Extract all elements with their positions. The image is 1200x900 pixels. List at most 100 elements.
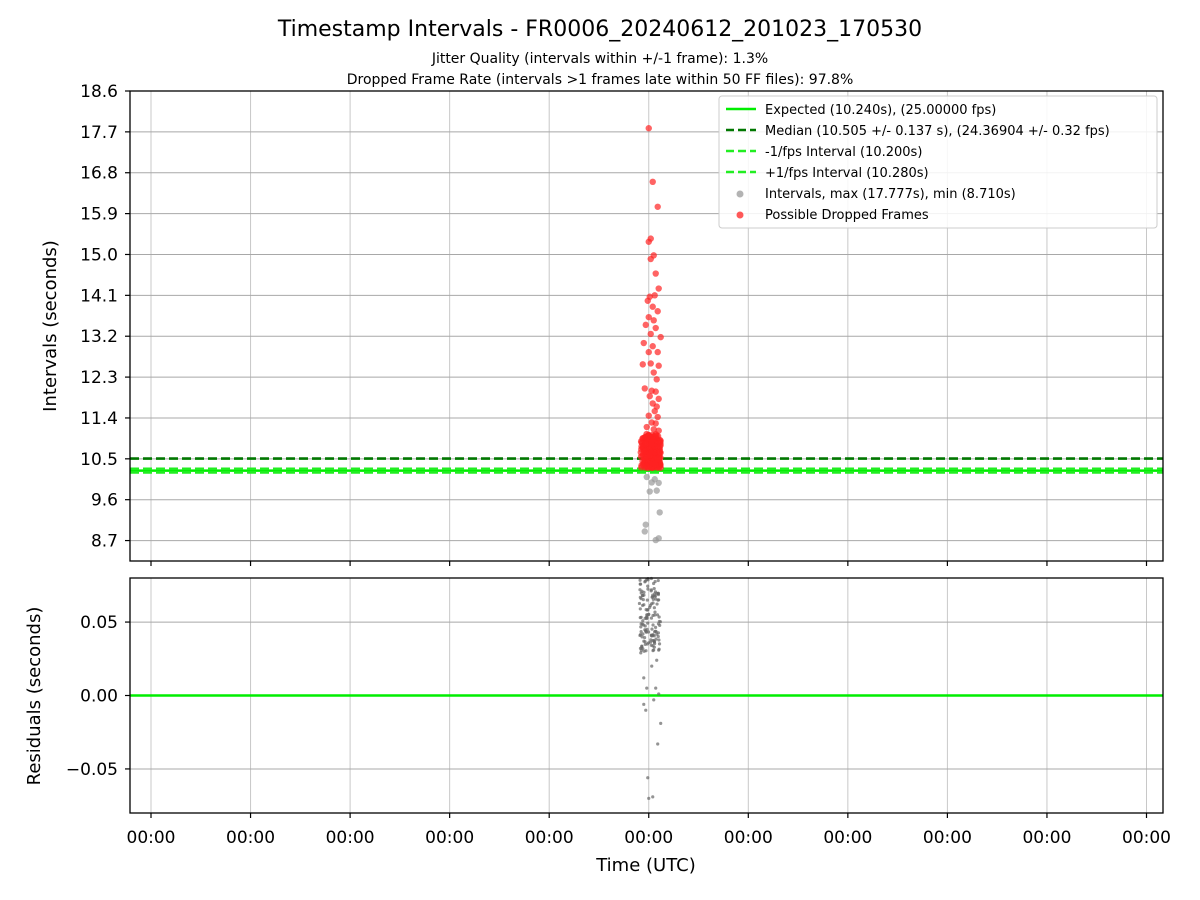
- jitter-quality-subtitle: Jitter Quality (intervals within +/-1 fr…: [431, 51, 768, 67]
- residual-point: [655, 602, 659, 606]
- residual-point: [651, 644, 655, 648]
- residual-point: [657, 638, 661, 642]
- dropped-frame-point: [657, 333, 664, 341]
- x-tick-label: 00:00: [226, 828, 275, 848]
- dropped-frame-point: [647, 255, 654, 263]
- dropped-frame-point: [639, 457, 646, 465]
- residual-point: [642, 590, 646, 594]
- x-tick-label: 00:00: [724, 828, 773, 848]
- dropped-frame-point: [639, 361, 646, 368]
- dropped-frame-point: [643, 462, 650, 470]
- interval-point: [648, 479, 655, 486]
- legend-label-minus-fps: -1/fps Interval (10.200s): [765, 145, 922, 160]
- residual-point: [657, 615, 661, 619]
- intervals-legend: Expected (10.240s), (25.00000 fps) Media…: [718, 95, 1158, 229]
- residual-point: [652, 581, 656, 586]
- x-tick-label: 00:00: [823, 828, 872, 848]
- residual-point: [652, 606, 656, 610]
- dropped-frame-point: [644, 297, 651, 304]
- residual-point: [640, 622, 645, 626]
- dropped-frame-point: [651, 407, 658, 415]
- residual-point: [642, 649, 646, 653]
- dropped-frame-point: [654, 413, 661, 421]
- x-tick-label: 00:00: [1122, 828, 1171, 848]
- intervals-y-ticks: 18.6 17.7 16.8 15.9 15.0 14.1 13.2 12.3 11.4 10.5…: [80, 82, 130, 552]
- y-tick-label: 13.2: [80, 327, 118, 347]
- y-tick-label: 14.1: [80, 286, 118, 306]
- residual-point: [650, 595, 654, 599]
- residual-point: [649, 602, 654, 606]
- dropped-frame-point: [641, 385, 648, 392]
- dropped-frame-point: [642, 321, 649, 329]
- residual-point: [639, 615, 643, 619]
- dropped-frame-point: [637, 449, 644, 456]
- dropped-frame-point: [654, 308, 661, 315]
- residual-point: [649, 589, 653, 593]
- residual-point: [645, 613, 649, 617]
- dropped-frame-point: [652, 460, 659, 468]
- residual-point: [657, 642, 662, 646]
- time-x-axis-label: Time (UTC): [595, 855, 696, 876]
- residual-point: [651, 649, 655, 653]
- residual-point: [641, 647, 645, 651]
- dropped-frame-point: [650, 369, 657, 376]
- residual-point: [640, 603, 645, 608]
- residual-point: [656, 578, 660, 583]
- residual-point: [641, 619, 645, 623]
- dropped-frame-point: [652, 388, 659, 395]
- y-tick-label: 15.9: [80, 205, 118, 225]
- interval-point: [656, 509, 663, 516]
- residual-point: [647, 796, 651, 800]
- y-tick-label: 12.3: [80, 368, 118, 388]
- residual-point: [638, 595, 642, 599]
- residual-point: [639, 630, 643, 634]
- x-tick-label: 00:00: [525, 828, 574, 848]
- y-tick-label: 0.05: [80, 613, 118, 633]
- dropped-frame-point: [654, 203, 661, 210]
- residual-point: [646, 587, 650, 591]
- residual-point: [654, 686, 658, 690]
- dropped-frame-point: [651, 292, 658, 299]
- y-tick-label: 0.00: [80, 687, 118, 707]
- x-tick-label: 00:00: [1022, 828, 1071, 848]
- residual-point: [644, 708, 648, 712]
- residuals-plot-panel: 0.050.00−0.05 00:00 00:00 00:00 00:00 00:00 0…: [24, 576, 1171, 876]
- residuals-y-axis-label: Residuals (seconds): [24, 607, 45, 786]
- dropped-frame-point: [655, 395, 662, 403]
- dropped-frame-point: [655, 362, 662, 369]
- residual-point: [655, 613, 660, 617]
- residual-point: [656, 742, 660, 746]
- interval-point: [646, 488, 653, 495]
- dropped-frame-point: [653, 376, 660, 383]
- dropped-frame-point: [648, 438, 656, 446]
- residual-point: [639, 651, 643, 655]
- residual-point: [645, 598, 649, 602]
- dropped-frame-point: [657, 449, 664, 456]
- residual-point: [649, 616, 654, 620]
- residual-point: [656, 598, 660, 602]
- residual-point: [638, 588, 642, 592]
- dropped-frame-point: [652, 324, 659, 332]
- interval-point: [653, 487, 660, 494]
- dropped-frame-point: [640, 339, 647, 347]
- residual-point: [653, 630, 657, 634]
- residual-point: [643, 628, 647, 632]
- dropped-frame-point: [645, 238, 652, 245]
- residual-point: [646, 776, 650, 780]
- legend-label-dropped: Possible Dropped Frames: [765, 208, 929, 223]
- dropped-frame-point: [645, 348, 652, 356]
- residual-point: [657, 692, 661, 696]
- interval-point: [655, 479, 662, 487]
- legend-marker-dropped: [736, 211, 744, 219]
- legend-label-median: Median (10.505 +/- 0.137 s), (24.36904 +…: [765, 124, 1110, 139]
- residual-point: [638, 607, 642, 611]
- x-tick-label: 00:00: [923, 828, 972, 848]
- x-tick-label: 00:00: [624, 828, 673, 848]
- residual-point: [641, 598, 645, 602]
- intervals-y-axis-label: Intervals (seconds): [40, 240, 61, 412]
- dropped-frame-point: [646, 452, 653, 459]
- residual-point: [643, 636, 647, 640]
- residual-point: [652, 640, 657, 644]
- residual-point: [650, 634, 654, 638]
